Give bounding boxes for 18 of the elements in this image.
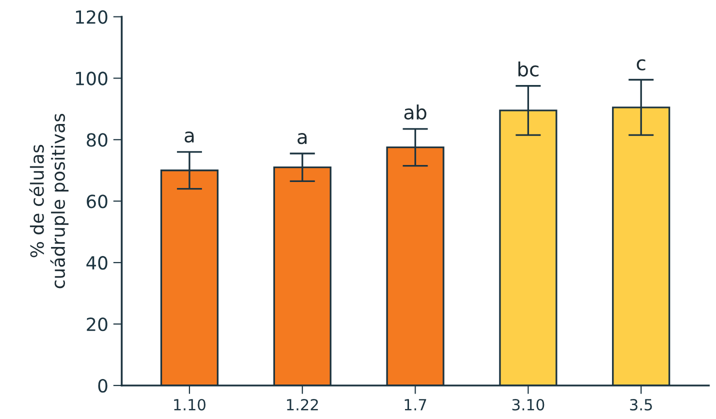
annotation: a <box>184 131 194 143</box>
y-tick-label: 40 <box>86 256 108 270</box>
x-tick-label: 3.5 <box>630 398 652 410</box>
y-axis-title: % de células cuádruple positivas <box>29 114 69 288</box>
y-tick-label: 20 <box>86 317 108 332</box>
x-tick-label: 1.22 <box>287 398 318 410</box>
x-tick-label: 3.10 <box>512 398 544 410</box>
annotation: bc <box>518 62 538 77</box>
annotation: a <box>298 133 307 144</box>
annotation: ab <box>404 104 426 120</box>
x-tick-label: 1.10 <box>174 398 206 410</box>
y-tick-label: 80 <box>86 133 108 147</box>
annotation: c <box>636 59 646 70</box>
x-tick-label: 1.7 <box>404 399 426 410</box>
y-tick-label: 100 <box>76 72 108 86</box>
y-tick-label: 120 <box>76 10 108 24</box>
y-tick-label: 0 <box>98 378 108 393</box>
y-tick-label: 60 <box>86 194 108 208</box>
